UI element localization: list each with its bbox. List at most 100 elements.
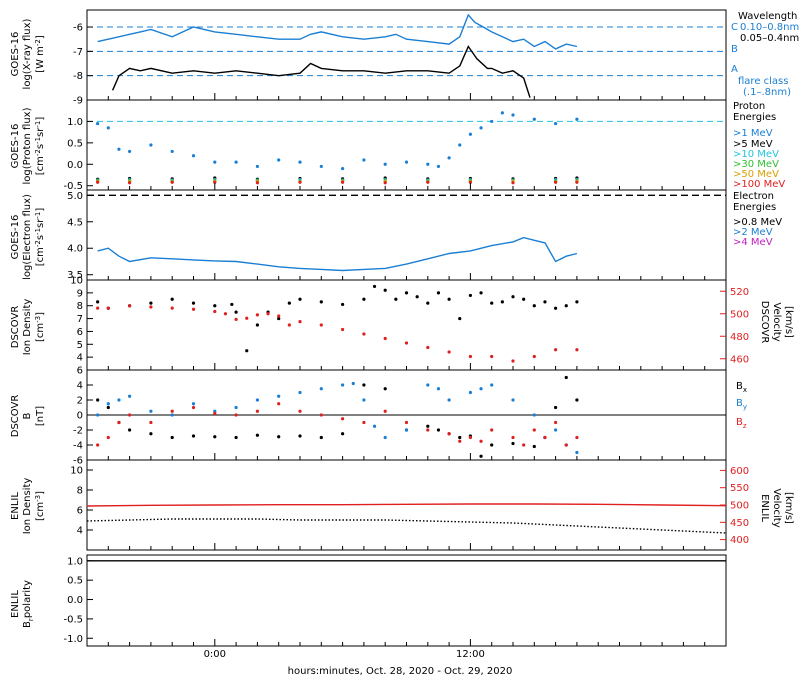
svg-text:[cm-2s-1sr-1]: [cm-2s-1sr-1] <box>34 117 46 176</box>
dscovr_b-series-2-point-7 <box>213 411 217 416</box>
dscovr_density-series-1-point-11 <box>266 312 270 316</box>
dscovr-density-ylabel: DSCOVR Ion Density [cm-3] <box>10 299 46 356</box>
svg-text:Ion Density: Ion Density <box>22 299 33 356</box>
svg-text:[W m-2]: [W m-2] <box>34 35 46 73</box>
dscovr_density-series-0-point-37 <box>575 300 579 304</box>
xray-ref-label-a: A <box>731 64 738 75</box>
svg-text:[km/s]: [km/s] <box>783 492 794 524</box>
xray-ylabel-units-end: ] <box>35 35 46 39</box>
enlil-polarity-ylabel-line3: polarity <box>22 580 33 618</box>
dscovr_b-series-2-point-6 <box>191 405 196 410</box>
dscovr_b-series-1-point-28 <box>554 428 558 432</box>
enlil-density-ylabel-line1: ENLIL <box>10 492 21 520</box>
dscovr_density-series-0-point-10 <box>255 323 259 327</box>
electron-ytick-label-2: 4.5 <box>67 217 83 228</box>
svg-text:ENLIL: ENLIL <box>759 494 770 522</box>
electron-series-1-line <box>97 236 578 272</box>
panel-frame-proton <box>86 99 727 191</box>
dscovr_b-series-2-point-16 <box>404 420 409 425</box>
dscovr_density-series-0-point-23 <box>426 301 430 305</box>
dscovr_b-series-0-point-5 <box>170 435 174 440</box>
dscovr_density-ytick-label-5: 9 <box>77 288 83 299</box>
dscovr_density-series-1-point-20 <box>426 345 430 350</box>
electron-legend-2mev: >2 MeV <box>733 227 773 238</box>
xray-legend-short: 0.05–0.4nm <box>740 33 799 44</box>
panel-frame-xray <box>86 9 727 101</box>
dscovr_b-series-0-point-20 <box>458 435 462 440</box>
proton-series-5-point-9 <box>468 180 472 184</box>
dscovr_b-series-1-point-18 <box>404 428 409 432</box>
proton-legend-10mev: >10 MeV <box>733 149 779 160</box>
svg-text:[cm-3]: [cm-3] <box>34 312 46 342</box>
dscovr_density-series-0-point-26 <box>458 316 462 321</box>
dscovr_density-series-1-point-27 <box>575 348 579 352</box>
dscovr_density-series-1-point-7 <box>223 312 228 316</box>
dscovr_b-series-0-point-4 <box>149 432 153 436</box>
electron-ylabel-line2: log(Electron flux) <box>22 194 33 280</box>
svg-text:DSCOVR: DSCOVR <box>10 306 21 349</box>
proton-series-0-point-15 <box>383 162 387 166</box>
dscovr_b-series-1-point-6 <box>191 402 196 406</box>
electron-ytick-label-1: 4.0 <box>67 244 83 255</box>
enlil-vel-ylabel-line1: ENLIL <box>759 494 770 522</box>
dscovr_b-series-1-point-10 <box>277 394 281 398</box>
dscovr_density-series-1-point-22 <box>468 354 472 359</box>
proton-ylabel: GOES-16 log(Proton flux) [cm-2s-1sr-1] <box>10 107 46 184</box>
dscovr_b-series-1-point-17 <box>383 435 387 440</box>
electron-ytick-label-0: 3.5 <box>67 270 83 281</box>
dscovr_density-series-1-point-21 <box>447 350 451 354</box>
dscovr_b-series-1-point-0 <box>96 413 100 417</box>
enlil-density-ylabel-units: [cm <box>35 502 46 521</box>
dscovr_b-series-0-point-9 <box>255 433 259 437</box>
flare-class-label: flare class <box>738 76 788 87</box>
dscovr_b-series-0-point-23 <box>490 443 494 447</box>
dscovr_density-ytick-label-3: 7 <box>77 314 83 325</box>
proton-series-0-point-0 <box>96 121 100 126</box>
proton-ylabel-sup1: -2 <box>34 149 42 156</box>
dscovr_b-series-2-point-26 <box>543 435 547 440</box>
b-legend-bx: Bx <box>736 381 747 394</box>
proton-series-0-point-10 <box>277 158 281 162</box>
xray-ytick-label-1: -8 <box>73 71 83 82</box>
electron-ylabel-sr: sr <box>35 218 46 228</box>
svg-text:[km/s]: [km/s] <box>783 306 794 338</box>
proton-series-0-point-11 <box>298 160 302 164</box>
electron-ylabel-sup1: -2 <box>34 240 42 247</box>
proton-series-5-point-4 <box>255 181 259 185</box>
dscovr_b-series-2-point-3 <box>128 413 132 417</box>
proton-ylabel-line2: log(Proton flux) <box>22 107 33 184</box>
dscovr_density-series-1-point-16 <box>341 327 345 332</box>
panel-frame-electron <box>86 189 727 281</box>
dscovr_b-ytick-label-1: -4 <box>73 441 83 452</box>
proton-series-0-point-7 <box>213 160 217 164</box>
proton-series-0-point-24 <box>500 111 504 115</box>
dscovr_density-series-0-point-14 <box>298 297 302 301</box>
enlil_polarity-ytick-label-2: 0.0 <box>67 595 83 606</box>
dscovr_b-series-2-point-21 <box>479 439 483 443</box>
dscovr_density-series-1-point-15 <box>319 323 323 327</box>
electron-ylabel-s: s <box>35 235 46 240</box>
dscovr_density-ytick-right-label-2: 500 <box>730 309 749 320</box>
enlil-density-ylabel-sup: -3 <box>34 495 42 502</box>
b-legend-bz: Bz <box>736 417 747 430</box>
enlil_polarity-ytick-label-3: 0.5 <box>67 576 83 587</box>
proton-ytick-label-2: 0.5 <box>67 138 83 149</box>
dscovr-density-ylabel-line1: DSCOVR <box>10 306 21 349</box>
dscovr_b-series-1-point-25 <box>511 398 515 402</box>
electron-legend-title-1: Electron <box>733 191 774 202</box>
proton-legend-100mev: >100 MeV <box>733 179 785 190</box>
proton-series-5-point-0 <box>96 180 100 184</box>
proton-series-0-point-26 <box>532 117 536 121</box>
dscovr_b-series-2-point-28 <box>564 443 568 447</box>
dscovr_b-series-2-point-0 <box>96 443 100 447</box>
svg-text:log(Proton flux): log(Proton flux) <box>22 107 33 184</box>
dscovr_density-series-1-point-5 <box>191 307 196 311</box>
enlil_density-ytick-right-label-1: 450 <box>730 518 749 529</box>
dscovr_density-series-1-point-4 <box>170 306 174 310</box>
dscovr_b-series-1-point-24 <box>490 383 494 387</box>
proton-series-0-point-6 <box>191 154 196 158</box>
dscovr_b-series-1-point-2 <box>117 398 121 402</box>
dscovr-vel-ylabel-line3: [km/s] <box>783 306 794 338</box>
